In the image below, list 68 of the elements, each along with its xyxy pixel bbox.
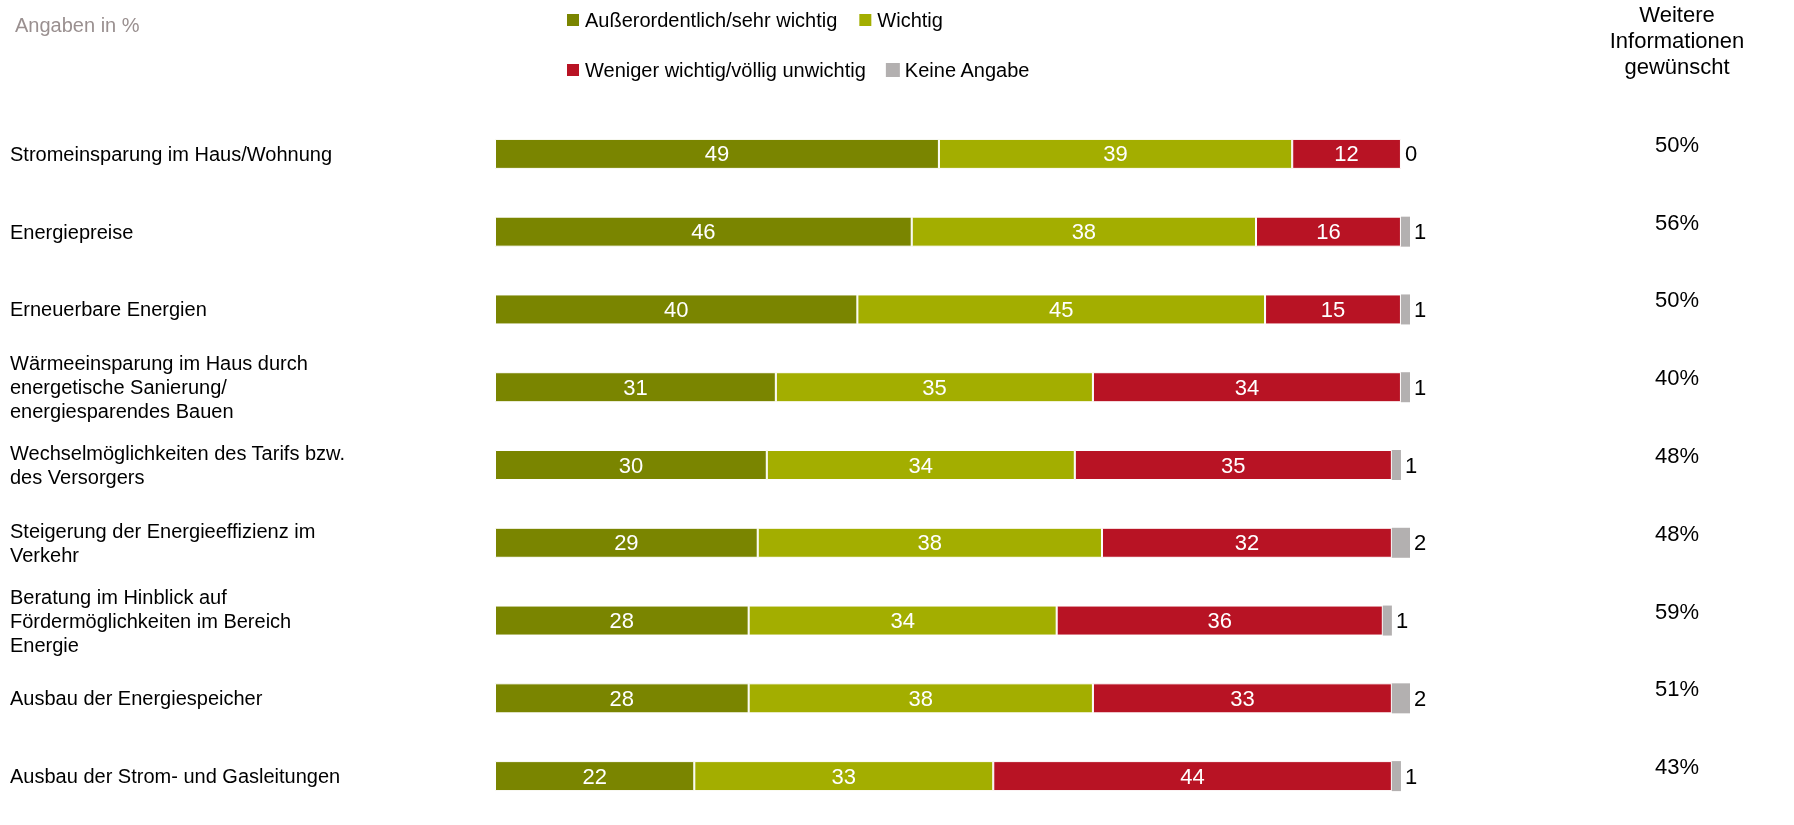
bar — [1391, 450, 1401, 480]
data-label: 35 — [1221, 452, 1246, 478]
text: 50% — [1653, 131, 1700, 158]
y-tick-label: Steigerung der Energieeffizienz im Verkehr — [10, 519, 321, 566]
text: 59% — [1653, 598, 1700, 625]
data-label: 46 — [691, 219, 716, 245]
text: Weitere Informationen gewünscht — [1608, 2, 1746, 80]
text: 56% — [1653, 209, 1700, 236]
data-label: 1 — [1414, 374, 1427, 400]
text: 50% — [1653, 287, 1700, 314]
bar — [1391, 761, 1401, 792]
data-label: 40 — [663, 296, 689, 322]
bar — [1400, 216, 1410, 247]
data-label: 30 — [618, 452, 644, 478]
bar — [1382, 605, 1392, 636]
data-label: 32 — [1234, 530, 1260, 556]
data-label: 1 — [1414, 219, 1427, 245]
y-tick-label: Wärmeeinsparung im Haus durch energetische Sanierung/ energiesparendes Bauen — [10, 352, 314, 423]
y-tick-label: Ausbau der Energiespeicher — [10, 687, 263, 710]
text: 51% — [1653, 676, 1700, 703]
data-label: 28 — [609, 608, 635, 634]
data-label: 1 — [1404, 452, 1418, 478]
data-label: 34 — [908, 452, 934, 478]
data-label: 2 — [1414, 685, 1427, 711]
text: Angaben in % — [15, 14, 140, 36]
data-label: 12 — [1334, 141, 1359, 167]
y-tick-label: Energiepreise — [10, 220, 134, 243]
data-label: 2 — [1414, 530, 1427, 556]
legend-label: Weniger wichtig/völlig unwichtig — [585, 59, 866, 81]
text: 48% — [1653, 443, 1700, 469]
y-tick-label: Erneuerbare Energien — [10, 298, 207, 321]
data-label: 49 — [704, 141, 730, 167]
data-label: 35 — [922, 374, 947, 400]
text: 40% — [1653, 365, 1700, 392]
legend-label: Wichtig — [877, 9, 943, 31]
data-label: 44 — [1180, 763, 1205, 789]
y-tick-label: Wechselmöglichkeiten des Tarifs bzw. des Versorgers — [10, 442, 351, 488]
data-label: 28 — [609, 685, 635, 711]
legend-label: Außerordentlich/sehr wichtig — [585, 9, 838, 31]
data-label: 34 — [1234, 374, 1260, 400]
bar — [1400, 372, 1410, 403]
data-label: 39 — [1103, 141, 1128, 167]
bar — [1400, 294, 1410, 325]
data-label: 22 — [582, 763, 607, 789]
data-label: 31 — [623, 374, 648, 400]
data-label: 34 — [890, 608, 915, 634]
text: 43% — [1653, 754, 1700, 781]
data-label: 45 — [1048, 296, 1074, 322]
data-label: 36 — [1207, 608, 1232, 634]
y-tick-label: Stromeinsparung im Haus/Wohnung — [10, 142, 333, 165]
y-tick-label: Ausbau der Strom- und Gasleitungen — [10, 765, 341, 788]
data-label: 1 — [1404, 763, 1418, 789]
data-label: 16 — [1316, 219, 1341, 245]
data-label: 38 — [908, 685, 934, 711]
bar — [1391, 527, 1410, 558]
data-label: 15 — [1320, 296, 1346, 322]
data-label: 29 — [614, 530, 639, 556]
data-label: 33 — [831, 763, 857, 789]
y-tick-label: Beratung im Hinblick auf Fördermöglichkeiten im Bereich Energie — [10, 585, 297, 656]
bar — [1391, 683, 1410, 714]
data-label: 38 — [1071, 219, 1097, 245]
data-label: 1 — [1395, 608, 1409, 634]
text: 48% — [1653, 520, 1700, 547]
data-label: 33 — [1230, 685, 1255, 711]
legend-label: Keine Angabe — [904, 59, 1030, 81]
data-label: 1 — [1414, 296, 1427, 322]
data-label: 0 — [1404, 141, 1418, 167]
data-label: 38 — [917, 530, 943, 556]
